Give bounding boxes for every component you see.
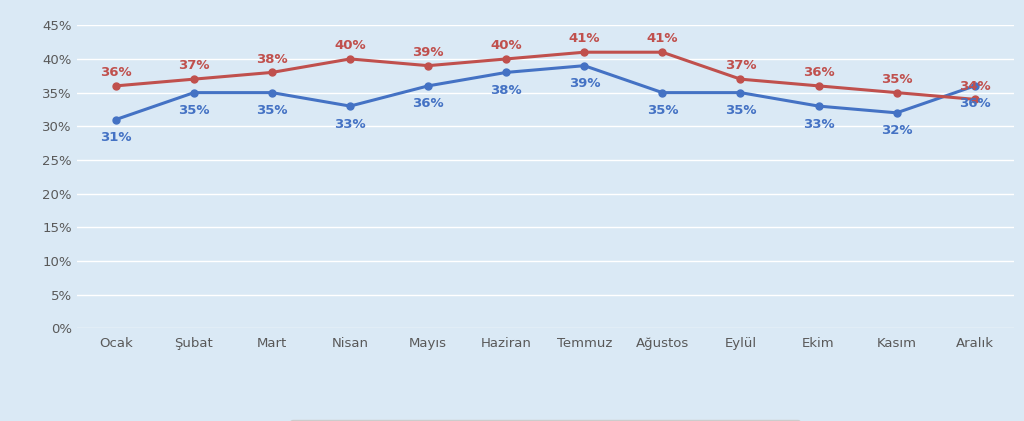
Text: 33%: 33% <box>803 117 835 131</box>
Text: 41%: 41% <box>646 32 678 45</box>
Text: 35%: 35% <box>256 104 288 117</box>
Text: 39%: 39% <box>568 77 600 90</box>
Text: 31%: 31% <box>100 131 132 144</box>
Text: 32%: 32% <box>881 124 912 137</box>
Text: 39%: 39% <box>413 46 444 59</box>
Text: 38%: 38% <box>256 53 288 66</box>
Text: 35%: 35% <box>725 104 757 117</box>
Text: 37%: 37% <box>725 59 757 72</box>
Text: 36%: 36% <box>958 97 990 110</box>
Text: 34%: 34% <box>958 80 990 93</box>
Text: 36%: 36% <box>100 66 132 79</box>
Text: 35%: 35% <box>881 73 912 86</box>
Legend: İTHALAT(Dolar) İST. PAYI (%), İHRACAT(Dolar) İST. PAYI (%): İTHALAT(Dolar) İST. PAYI (%), İHRACAT(Do… <box>291 420 800 421</box>
Text: 35%: 35% <box>646 104 678 117</box>
Text: 36%: 36% <box>803 66 835 79</box>
Text: 38%: 38% <box>490 84 522 97</box>
Text: 41%: 41% <box>568 32 600 45</box>
Text: 40%: 40% <box>490 39 522 52</box>
Text: 40%: 40% <box>334 39 366 52</box>
Text: 33%: 33% <box>334 117 366 131</box>
Text: 36%: 36% <box>413 97 444 110</box>
Text: 37%: 37% <box>178 59 210 72</box>
Text: 35%: 35% <box>178 104 210 117</box>
